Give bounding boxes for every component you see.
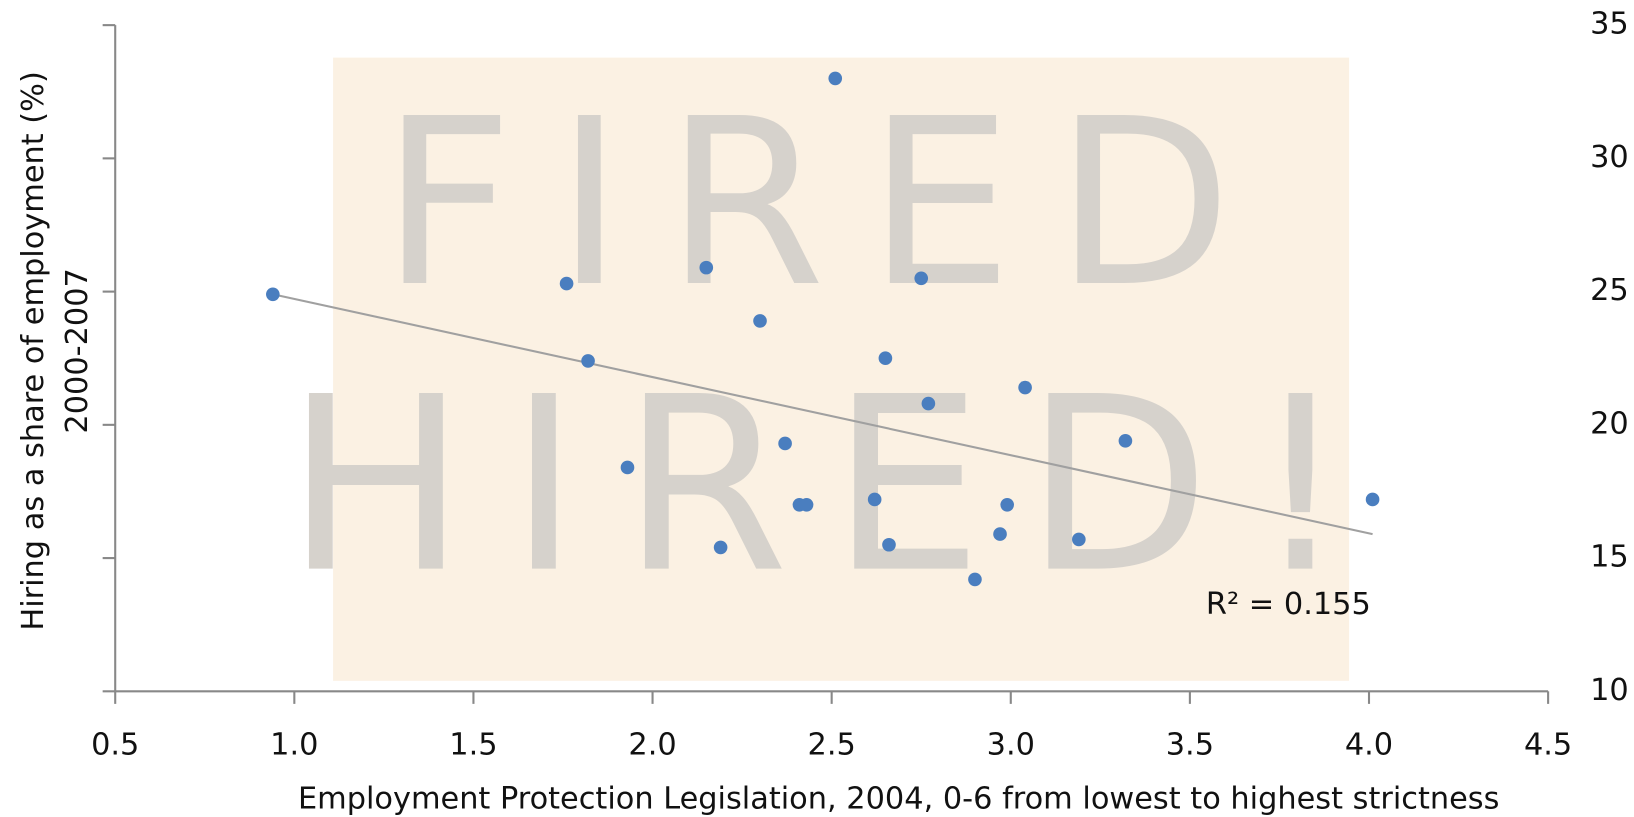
background-word: FIRED [381,70,1274,338]
point [882,537,896,552]
point [878,351,893,366]
x-tick-label: 4.0 [1345,727,1393,762]
point [1000,497,1015,512]
point [968,572,982,587]
point [620,460,635,475]
y-tick-label: 25 [1590,273,1629,308]
point [828,71,843,86]
point [266,287,280,302]
point [1072,532,1086,547]
background-word: HIRED! [285,345,1390,626]
r-squared: R² = 0.155 [1206,587,1371,622]
point [921,396,936,411]
point [699,260,714,275]
y-tick-label: 20 [1590,406,1629,441]
x-tick-label: 4.5 [1524,727,1572,762]
y-tick-label: 35 [1590,7,1629,42]
trendline [272,293,1373,536]
y-tick-label: 30 [1590,140,1629,175]
point [778,436,792,451]
point [1365,492,1380,507]
x-tick-label: 3.5 [1166,727,1214,762]
point [1118,434,1133,448]
point [713,540,728,555]
point [581,354,595,368]
x-tick-label: 2.0 [628,727,676,762]
y-tick-label: 10 [1590,673,1629,708]
point [867,492,882,507]
x-tick-label: 1.5 [449,727,497,762]
point [753,314,767,328]
point [1018,380,1032,395]
y-axis-title: 2000-2007 [60,268,95,433]
point [914,271,929,286]
background-image: FIRED HIRED! [285,57,1390,681]
point [993,527,1007,541]
x-tick-label: 1.0 [270,727,318,762]
y-tick-label: 15 [1590,540,1629,575]
x-axis-title: Employment Protection Legislation, 2004,… [298,782,1500,817]
x-tick-label: 0.5 [91,727,139,762]
point [559,276,574,291]
x-tick-label: 3.0 [987,727,1035,762]
point [799,497,814,512]
background-card [333,57,1350,681]
x-tick-label: 2.5 [808,727,856,762]
y-axis-title: Hiring as a share of employment (%) [16,71,51,630]
